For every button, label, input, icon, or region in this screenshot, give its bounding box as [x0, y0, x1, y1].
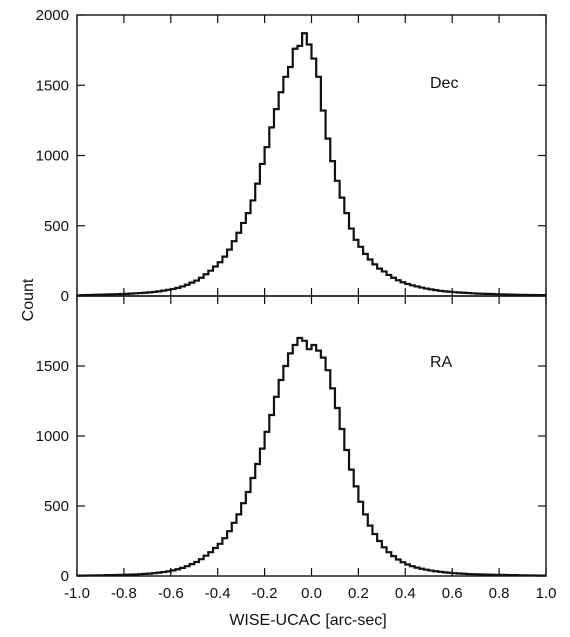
y-tick-label: 1500	[36, 358, 69, 375]
x-axis-title: WISE-UCAC [arc-sec]	[229, 612, 386, 629]
histogram-series	[77, 32, 546, 297]
x-tick-label: -0.6	[158, 585, 184, 602]
y-tick-label: 0	[61, 288, 69, 305]
y-tick-label: 1000	[36, 148, 69, 165]
panel-label: RA	[430, 354, 453, 371]
x-tick-label: 0.6	[442, 585, 463, 602]
x-tick-label: 0.8	[489, 585, 510, 602]
dec-panel: 0 500 1000 1500 2000 Dec	[36, 7, 547, 305]
y-tick-label: 1000	[36, 428, 69, 445]
x-tick-label: -0.4	[205, 585, 231, 602]
y-tick-label: 500	[44, 498, 69, 515]
x-tick-label: 0.0	[301, 585, 322, 602]
x-tick-label: 0.4	[395, 585, 416, 602]
x-tick-label: 0.2	[348, 585, 369, 602]
y-tick-label: 0	[61, 568, 69, 585]
x-tick-label: -0.8	[111, 585, 137, 602]
y-tick-label: 500	[44, 218, 69, 235]
panel-frame	[76, 295, 547, 577]
x-tick-label: -1.0	[64, 585, 90, 602]
x-tick-label: -0.2	[252, 585, 278, 602]
x-tick-label: 1.0	[536, 585, 557, 602]
histogram-series	[77, 336, 546, 577]
panel-label: Dec	[430, 75, 458, 92]
x-axis-ticks: -1.0 -0.8 -0.6 -0.4 -0.2 0.0 0.2 0.4 0.6 0.8 1.0	[64, 585, 556, 602]
y-tick-label: 1500	[36, 77, 69, 94]
y-axis-title: Count	[20, 278, 37, 321]
y-tick-label: 2000	[36, 7, 69, 24]
ra-panel: 0 500 1000 1500 RA	[36, 295, 547, 585]
